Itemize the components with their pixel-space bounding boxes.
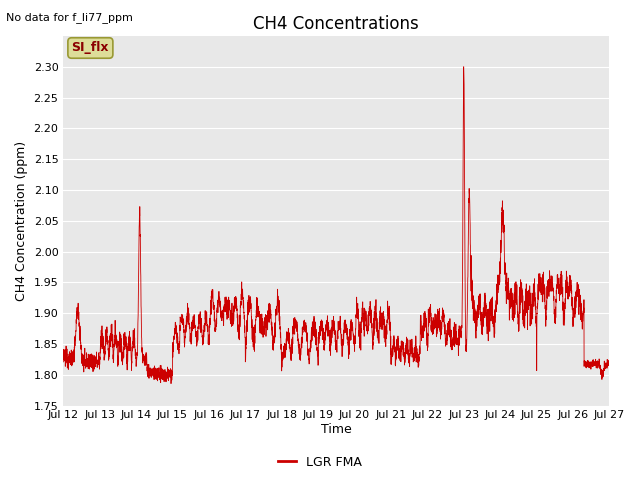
- Text: SI_flx: SI_flx: [72, 41, 109, 55]
- Y-axis label: CH4 Concentration (ppm): CH4 Concentration (ppm): [15, 141, 28, 301]
- Title: CH4 Concentrations: CH4 Concentrations: [253, 15, 419, 33]
- Legend: LGR FMA: LGR FMA: [273, 451, 367, 474]
- X-axis label: Time: Time: [321, 423, 352, 436]
- Text: No data for f_li77_ppm: No data for f_li77_ppm: [6, 12, 133, 23]
